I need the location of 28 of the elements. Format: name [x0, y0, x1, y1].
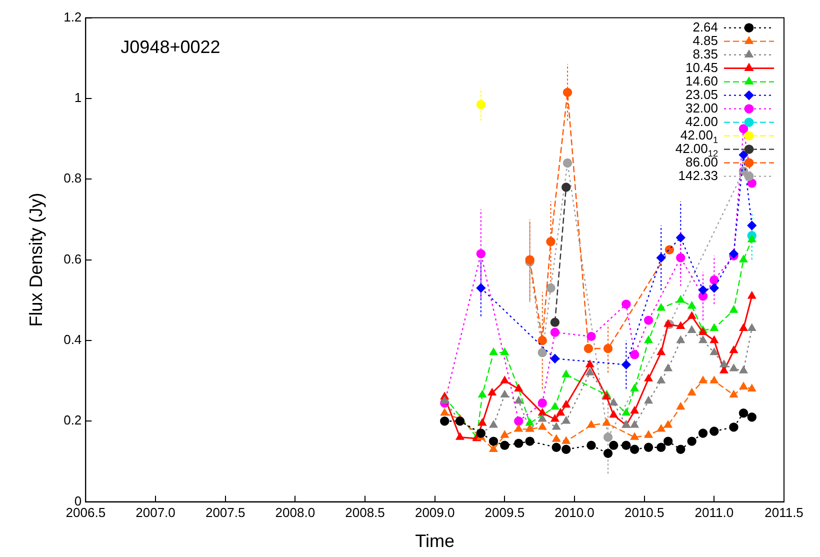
legend-label: 10.45: [685, 60, 718, 75]
legend-label: 42.00: [685, 114, 718, 129]
x-tick-label: 2007.0: [136, 505, 176, 520]
y-tick-label: 0.4: [64, 332, 82, 348]
y-tick-label: 0.2: [64, 412, 82, 428]
y-tick-label: 1.2: [64, 9, 82, 24]
y-tick-label: 0.6: [64, 251, 82, 266]
x-tick-label: 2008.5: [345, 505, 385, 520]
y-axis-title: Flux Density (Jy): [26, 192, 46, 327]
x-tick-label: 2011.5: [764, 505, 804, 520]
text: J0948+0022: [120, 36, 220, 57]
x-tick-label: 2007.5: [205, 505, 246, 520]
legend-label: 32.00: [685, 100, 718, 116]
x-axis-title: Time: [415, 531, 455, 552]
legend-label: 4.85: [692, 32, 718, 48]
y-tick-label: 1: [74, 90, 82, 106]
x-tick-label: 2008.0: [275, 505, 316, 520]
x-tick-label: 2010.0: [554, 505, 594, 520]
x-tick-label: 2009.5: [484, 505, 525, 520]
legend-label: 23.05: [685, 86, 718, 102]
legend-label: 142.33: [678, 168, 718, 183]
x-tick-label: 2011.0: [694, 505, 734, 520]
legend-label: 14.60: [685, 73, 718, 88]
x-tick-label: 2009.0: [414, 505, 455, 520]
legend-label: 2.64: [692, 19, 718, 34]
x-tick-label: 2010.5: [624, 505, 664, 520]
y-tick-label: 0.8: [64, 170, 82, 186]
legend-label: 8.35: [692, 46, 718, 62]
